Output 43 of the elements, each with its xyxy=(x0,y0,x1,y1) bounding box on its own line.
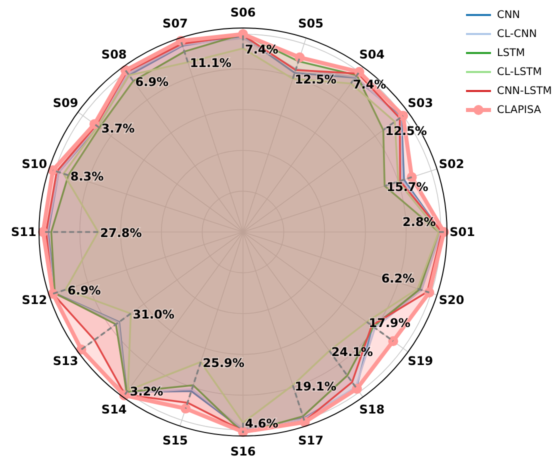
text: 11.1% xyxy=(190,56,232,70)
spoke-label: S15 xyxy=(162,434,188,448)
text: 6.2% xyxy=(381,272,415,286)
spoke-label: S05 xyxy=(298,16,324,30)
spoke-label: S14 xyxy=(101,402,127,416)
text: 7.4% xyxy=(352,77,386,92)
text: 8.3% xyxy=(70,169,104,184)
legend-label: LSTM xyxy=(497,47,525,59)
text: 6.9% xyxy=(67,284,101,298)
spoke-label: S11 xyxy=(11,225,36,239)
spoke-label: S09 xyxy=(52,96,78,110)
spoke-label: S07 xyxy=(162,16,188,30)
spoke-label: S04 xyxy=(359,48,385,62)
spoke-label: S19 xyxy=(408,354,434,368)
text: 6.9% xyxy=(135,74,169,89)
spoke-label: S02 xyxy=(438,157,464,172)
spoke-label: S20 xyxy=(438,292,464,307)
legend-label: CNN xyxy=(497,9,520,21)
text: 24.1% xyxy=(331,344,373,359)
text: 3.7% xyxy=(101,122,135,136)
spoke-label: S12 xyxy=(22,292,48,307)
spoke-label: S16 xyxy=(230,444,256,458)
legend-label: CL-CNN xyxy=(497,28,537,40)
spoke-label: S06 xyxy=(230,6,256,20)
spoke-label: S17 xyxy=(298,434,324,448)
text: 3.2% xyxy=(130,384,164,398)
text: 27.8% xyxy=(100,226,142,240)
text: 25.9% xyxy=(202,356,244,370)
text: 12.5% xyxy=(294,72,336,87)
text: 19.1% xyxy=(294,379,336,394)
text: 31.0% xyxy=(132,308,174,322)
spoke-label: S03 xyxy=(408,96,434,110)
spoke-label: S01 xyxy=(450,225,475,239)
text: 7.4% xyxy=(245,42,278,56)
text: 2.8% xyxy=(402,215,436,229)
spoke-label: S18 xyxy=(359,402,385,416)
legend-label: CL-LSTM xyxy=(497,66,542,78)
legend-label: CNN-LSTM xyxy=(497,85,552,97)
spoke-label: S08 xyxy=(101,48,127,62)
text: 4.6% xyxy=(245,416,278,431)
spoke-label: S13 xyxy=(52,354,78,368)
legend-label: CLAPISA xyxy=(497,104,542,116)
spoke-label: S10 xyxy=(22,157,48,172)
